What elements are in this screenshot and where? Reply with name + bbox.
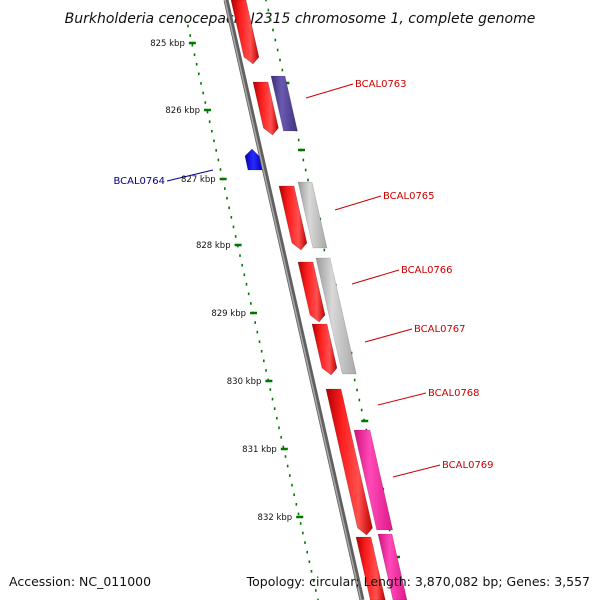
feature-gray[interactable] bbox=[315, 257, 357, 375]
label-leader-line bbox=[392, 464, 441, 478]
cds-arrow[interactable] bbox=[325, 388, 373, 536]
tick-label: 828 kbp bbox=[196, 241, 231, 251]
chromosome-backbone bbox=[223, 0, 365, 600]
label-leader-line bbox=[364, 328, 413, 343]
tick-label: 831 kbp bbox=[242, 445, 277, 455]
cds-arrow[interactable] bbox=[278, 185, 308, 251]
tick-label: 827 kbp bbox=[181, 175, 216, 185]
label-leader-line bbox=[305, 83, 354, 99]
cds-arrow[interactable] bbox=[297, 261, 326, 323]
gene-label-bcal0767[interactable]: BCAL0767 bbox=[414, 324, 466, 335]
gene-label-bcal0765[interactable]: BCAL0765 bbox=[383, 191, 435, 202]
tick-label: 830 kbp bbox=[227, 377, 262, 387]
gene-label-bcal0764[interactable]: BCAL0764 bbox=[113, 176, 165, 187]
label-leader-line bbox=[377, 392, 427, 406]
cds-arrow[interactable] bbox=[230, 0, 260, 65]
rna-feature-blue[interactable] bbox=[244, 148, 263, 171]
cds-arrow[interactable] bbox=[252, 81, 279, 136]
feature-magenta[interactable] bbox=[377, 533, 408, 600]
gene-label-bcal0768[interactable]: BCAL0768 bbox=[428, 388, 480, 399]
label-leader-line bbox=[334, 195, 382, 211]
gene-label-bcal0763[interactable]: BCAL0763 bbox=[355, 79, 407, 90]
gene-label-bcal0766[interactable]: BCAL0766 bbox=[401, 265, 453, 276]
feature-gray[interactable] bbox=[297, 181, 328, 249]
feature-magenta[interactable] bbox=[353, 429, 394, 531]
cds-arrow[interactable] bbox=[311, 323, 338, 376]
tick-label: 829 kbp bbox=[211, 309, 246, 319]
feature-purple[interactable] bbox=[270, 75, 298, 132]
tick-label: 832 kbp bbox=[258, 513, 293, 523]
tick-label: 826 kbp bbox=[165, 106, 200, 116]
topology-text: Topology: circular; Length: 3,870,082 bp… bbox=[246, 574, 590, 589]
tick-label: 825 kbp bbox=[150, 39, 185, 49]
accession-text: Accession: NC_011000 bbox=[9, 574, 152, 589]
label-leader-line bbox=[351, 269, 400, 285]
cds-arrow[interactable] bbox=[355, 536, 386, 600]
label-leader-line bbox=[166, 169, 214, 182]
map-title: Burkholderia cenocepacia J2315 chromosom… bbox=[65, 11, 536, 27]
gene-label-bcal0769[interactable]: BCAL0769 bbox=[442, 460, 494, 471]
